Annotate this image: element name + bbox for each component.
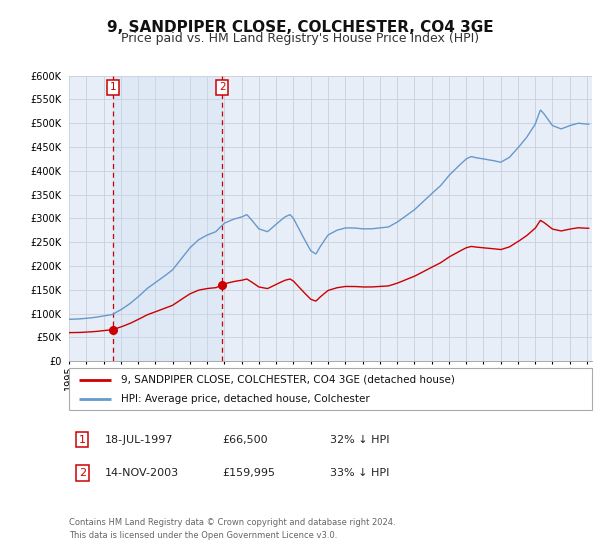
Text: 2: 2 <box>79 468 86 478</box>
Text: Price paid vs. HM Land Registry's House Price Index (HPI): Price paid vs. HM Land Registry's House … <box>121 32 479 45</box>
Text: £159,995: £159,995 <box>222 468 275 478</box>
Text: £66,500: £66,500 <box>222 435 268 445</box>
Text: 32% ↓ HPI: 32% ↓ HPI <box>330 435 389 445</box>
Text: 9, SANDPIPER CLOSE, COLCHESTER, CO4 3GE: 9, SANDPIPER CLOSE, COLCHESTER, CO4 3GE <box>107 20 493 35</box>
Bar <box>113 76 222 361</box>
FancyBboxPatch shape <box>69 368 592 410</box>
Text: 9, SANDPIPER CLOSE, COLCHESTER, CO4 3GE (detached house): 9, SANDPIPER CLOSE, COLCHESTER, CO4 3GE … <box>121 375 455 385</box>
Text: HPI: Average price, detached house, Colchester: HPI: Average price, detached house, Colc… <box>121 394 370 404</box>
Text: 1: 1 <box>79 435 86 445</box>
Text: 18-JUL-1997: 18-JUL-1997 <box>105 435 173 445</box>
Text: 33% ↓ HPI: 33% ↓ HPI <box>330 468 389 478</box>
Text: Contains HM Land Registry data © Crown copyright and database right 2024.
This d: Contains HM Land Registry data © Crown c… <box>69 518 395 539</box>
Text: 14-NOV-2003: 14-NOV-2003 <box>105 468 179 478</box>
Text: 2: 2 <box>219 82 226 92</box>
Text: 1: 1 <box>110 82 116 92</box>
